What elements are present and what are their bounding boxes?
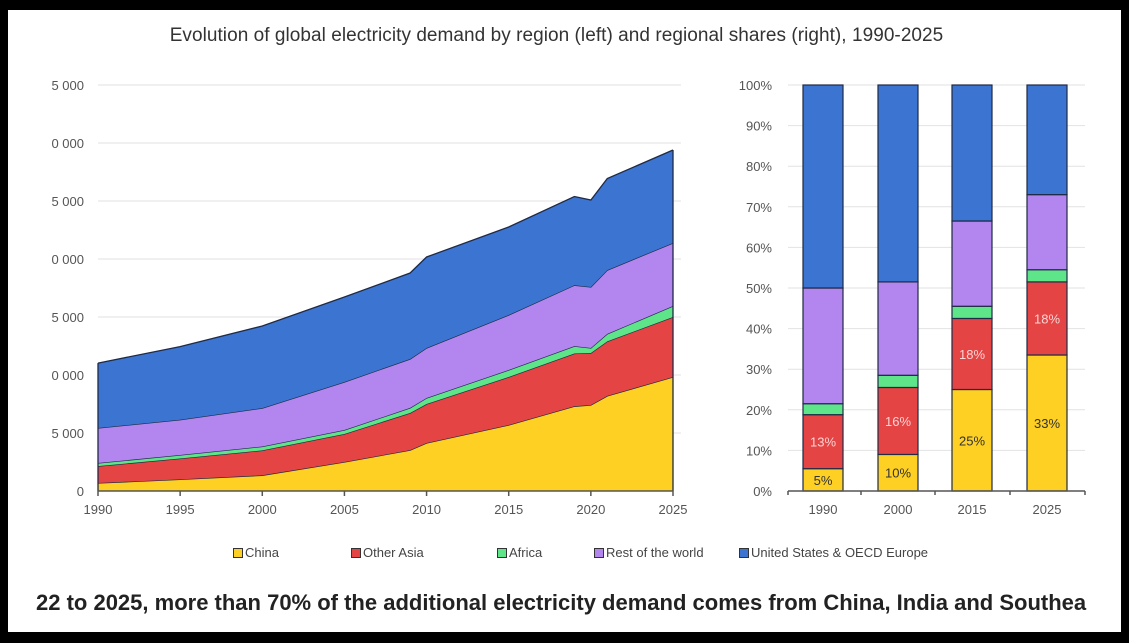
area-series-china — [98, 377, 673, 491]
bar-x-tick-label: 2000 — [884, 502, 913, 517]
bar-segment-africa-2000 — [877, 374, 919, 389]
legend-label: Africa — [509, 545, 543, 560]
bar-segment-united-states-and-oecd-europe-2015 — [951, 84, 993, 222]
legend-swatch — [594, 547, 604, 558]
area-x-tick-label: 2000 — [248, 502, 277, 517]
bar-y-tick-label: 30% — [746, 362, 772, 377]
legend: China Other Asia Africa Rest of the world Un… — [0, 545, 1129, 565]
area-y-tick-label: 5 000 — [51, 78, 84, 93]
bar-segment-china-2025 — [1026, 354, 1068, 492]
bar-data-label: 13% — [810, 435, 836, 450]
area-x-tick-label: 1990 — [84, 502, 113, 517]
area-y-tick-label: 0 — [77, 484, 84, 499]
bar-segment-united-states-and-oecd-europe-2025 — [1026, 84, 1068, 196]
area-series-other-asia — [98, 317, 673, 483]
legend-label: Other Asia — [363, 545, 424, 560]
bar-segment-africa-2015 — [951, 305, 993, 320]
bar-y-tick-label: 90% — [746, 119, 772, 134]
legend-item-other-asia: Other Asia — [351, 545, 424, 560]
bar-data-label: 18% — [959, 347, 985, 362]
area-x-tick-label: 2025 — [659, 502, 688, 517]
legend-label: Rest of the world — [606, 545, 704, 560]
bar-data-label: 18% — [1034, 311, 1060, 326]
bar-x-tick-label: 1990 — [809, 502, 838, 517]
bar-y-tick-label: 10% — [746, 443, 772, 458]
legend-swatch — [233, 547, 243, 558]
legend-label: China — [245, 545, 279, 560]
bar-data-label: 10% — [885, 466, 911, 481]
bar-segment-other-asia-2000 — [877, 386, 919, 456]
area-y-tick-label: 0 000 — [51, 368, 84, 383]
legend-swatch — [351, 547, 361, 558]
bar-segment-rest-of-the-world-2015 — [951, 220, 993, 307]
bar-y-tick-label: 50% — [746, 281, 772, 296]
area-y-tick-label: 5 000 — [51, 426, 84, 441]
legend-item-africa: Africa — [497, 545, 542, 560]
area-y-tick-label: 0 000 — [51, 252, 84, 267]
bar-segment-other-asia-1990 — [802, 414, 844, 470]
bar-data-label: 25% — [959, 433, 985, 448]
area-y-tick-label: 5 000 — [51, 310, 84, 325]
bar-y-tick-label: 60% — [746, 240, 772, 255]
bar-y-tick-label: 100% — [739, 78, 773, 93]
area-series-edge-united-states-and-oecd-europe — [97, 149, 674, 364]
bar-segment-rest-of-the-world-1990 — [802, 287, 844, 405]
bar-data-label: 5% — [814, 473, 833, 488]
bar-y-tick-label: 70% — [746, 200, 772, 215]
bar-data-label: 16% — [885, 414, 911, 429]
caption-text: 22 to 2025, more than 70% of the additio… — [36, 590, 1087, 615]
bar-segment-united-states-and-oecd-europe-1990 — [802, 84, 844, 289]
legend-item-china: China — [233, 545, 279, 560]
area-y-tick-label: 0 000 — [51, 136, 84, 151]
bar-y-tick-label: 80% — [746, 159, 772, 174]
bar-x-tick-label: 2025 — [1033, 502, 1062, 517]
legend-item-rest-of-the-world: Rest of the world — [594, 545, 704, 560]
area-x-tick-label: 2015 — [494, 502, 523, 517]
bar-segment-united-states-and-oecd-europe-2000 — [877, 84, 919, 283]
area-series-united-states-and-oecd-europe — [98, 150, 673, 428]
bar-y-tick-label: 20% — [746, 403, 772, 418]
bar-segment-africa-1990 — [802, 403, 844, 416]
area-x-tick-label: 2020 — [576, 502, 605, 517]
area-y-tick-label: 5 000 — [51, 194, 84, 209]
legend-swatch — [739, 547, 749, 558]
area-series-rest-of-the-world — [98, 243, 673, 463]
bar-segment-other-asia-2025 — [1026, 281, 1068, 356]
bar-x-tick-label: 2015 — [958, 502, 987, 517]
bar-y-tick-label: 40% — [746, 322, 772, 337]
bar-y-tick-label: 0% — [753, 484, 772, 499]
area-x-tick-label: 2005 — [330, 502, 359, 517]
chart-title: Evolution of global electricity demand b… — [169, 25, 944, 46]
legend-item-united-states-and-oecd-europe: United States & OECD Europe — [739, 545, 928, 560]
area-x-tick-label: 2010 — [412, 502, 441, 517]
legend-label: United States & OECD Europe — [751, 545, 929, 560]
legend-swatch — [497, 547, 507, 558]
bar-data-label: 33% — [1034, 416, 1060, 431]
bar-segment-rest-of-the-world-2025 — [1026, 194, 1068, 271]
area-x-tick-label: 1995 — [166, 502, 195, 517]
bar-segment-rest-of-the-world-2000 — [877, 281, 919, 376]
bar-segment-africa-2025 — [1026, 269, 1068, 283]
